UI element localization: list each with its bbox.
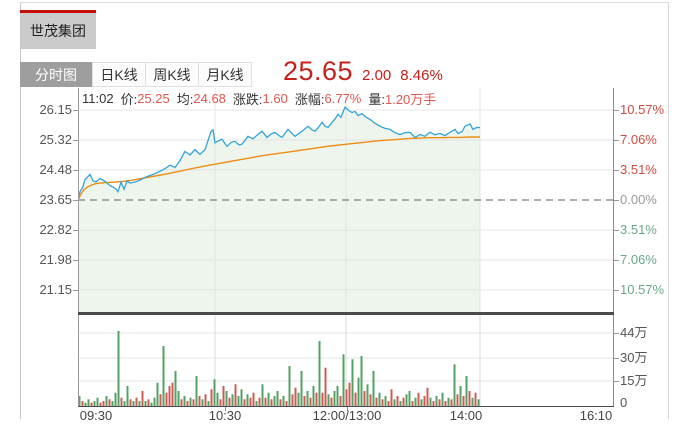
last-price: 25.65	[283, 56, 354, 86]
axis-tick	[614, 200, 619, 201]
axis-tick	[614, 333, 619, 334]
tab-weekly-label: 周K线	[153, 66, 191, 83]
info-average: 均: 24.68	[176, 90, 226, 107]
volume-tick-0: 0	[620, 395, 628, 410]
axis-tick	[614, 260, 619, 261]
price-chart-canvas[interactable]	[78, 88, 614, 312]
price-tick-26-15: 26.15	[39, 102, 72, 117]
axis-tick	[614, 290, 619, 291]
axis-tick	[614, 170, 619, 171]
axis-tick	[614, 140, 619, 141]
tab-timeline-chart[interactable]: 分时图	[20, 62, 92, 87]
pct-tick-up-10: 10.57%	[620, 102, 665, 117]
tab-daily-kline[interactable]: 日K线	[92, 62, 146, 87]
stock-name-label: 世茂集团	[30, 23, 86, 39]
info-time: 11:02	[82, 90, 114, 106]
chart-right-axis-line	[613, 88, 614, 406]
axis-tick	[73, 170, 78, 171]
time-label-1200-1300: 12:00/13:00	[312, 408, 382, 423]
axis-tick	[614, 110, 619, 111]
price-tick-21-98: 21.98	[39, 252, 72, 267]
axis-tick	[614, 230, 619, 231]
widget-right-border	[668, 2, 669, 419]
tab-weekly-kline[interactable]: 周K线	[145, 62, 199, 87]
pct-tick-down-7: 7.06%	[620, 252, 657, 267]
pct-tick-down-10: 10.57%	[620, 282, 665, 297]
widget-top-border	[20, 2, 668, 3]
tab-timeline-label: 分时图	[35, 66, 77, 83]
pct-tick-down-3: 3.51%	[620, 222, 657, 237]
volume-tick-44: 44万	[620, 325, 648, 340]
crosshair-info-row: 11:02 价: 25.25 均: 24.68 涨跌: 1.60 涨幅: 6.77% 量…	[82, 90, 437, 107]
axis-tick	[73, 260, 78, 261]
time-label-0930: 09:30	[79, 408, 113, 423]
axis-tick	[73, 110, 78, 111]
info-change: 涨跌: 1.60	[232, 90, 288, 107]
quote-summary: 25.65 2.00 8.46%	[283, 56, 443, 87]
x-axis-tick	[347, 407, 348, 411]
volume-tick-30: 30万	[620, 350, 648, 365]
tab-monthly-label: 月K线	[206, 66, 244, 83]
chart-left-axis-line	[78, 88, 79, 406]
widget-left-border	[20, 2, 21, 419]
axis-tick	[73, 230, 78, 231]
time-label-1030: 10:30	[208, 408, 242, 423]
price-change: 2.00	[362, 67, 392, 84]
info-volume: 量: 1.20万手	[368, 91, 437, 107]
price-tick-25-32: 25.32	[39, 132, 72, 147]
tab-monthly-kline[interactable]: 月K线	[198, 62, 252, 87]
axis-tick	[614, 358, 619, 359]
price-tick-24-48: 24.48	[39, 162, 72, 177]
time-label-1400: 14:00	[449, 408, 483, 423]
pane-separator	[78, 312, 614, 315]
price-change-pct: 8.46%	[400, 67, 443, 84]
pct-tick-zero: 0.00%	[620, 192, 657, 207]
price-tick-22-82: 22.82	[39, 222, 72, 237]
volume-tick-15: 15万	[620, 373, 648, 388]
x-axis-tick	[225, 407, 226, 411]
axis-tick	[614, 381, 619, 382]
tab-daily-label: 日K线	[100, 66, 138, 83]
axis-tick	[73, 290, 78, 291]
pct-tick-up-7: 7.06%	[620, 132, 657, 147]
pct-tick-up-3: 3.51%	[620, 162, 657, 177]
info-change-pct: 涨幅: 6.77%	[294, 90, 362, 107]
axis-tick	[73, 200, 78, 201]
price-tick-21-15: 21.15	[39, 282, 72, 297]
info-price: 价: 25.25	[120, 90, 170, 107]
price-tick-23-65: 23.65	[39, 192, 72, 207]
time-label-1610: 16:10	[579, 408, 613, 423]
axis-tick	[73, 140, 78, 141]
stock-name-tab[interactable]: 世茂集团	[20, 10, 96, 49]
volume-chart-canvas[interactable]	[78, 315, 614, 406]
volume-baseline	[78, 406, 614, 407]
